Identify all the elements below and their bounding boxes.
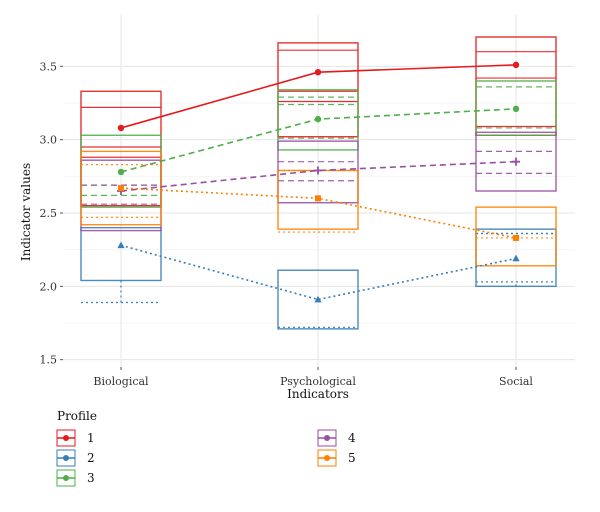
point-profile-4 — [314, 166, 322, 175]
x-axis-title: Indicators — [287, 387, 349, 401]
point-profile-3 — [512, 105, 520, 113]
point-profile-1 — [117, 124, 125, 132]
point-profile-5 — [513, 234, 519, 241]
y-tick-label: 3.0 — [40, 134, 58, 147]
legend-label: 2 — [87, 451, 95, 465]
y-tick-label: 3.5 — [40, 60, 58, 73]
point-profile-2 — [512, 254, 520, 262]
box-profile-5 — [80, 150, 162, 226]
legend-item-profile-5: 5 — [317, 449, 356, 467]
legend-label: 1 — [87, 431, 95, 445]
legend-key-point — [63, 435, 69, 441]
y-tick-label: 2.5 — [40, 207, 58, 220]
box-profile-2 — [277, 269, 359, 330]
legend-key-point — [324, 435, 330, 441]
box-profile-4 — [475, 131, 557, 192]
point-profile-1 — [512, 61, 520, 69]
point-profile-5 — [315, 195, 321, 202]
legend-label: 5 — [348, 451, 356, 465]
x-tick-label: Biological — [93, 375, 149, 388]
point-profile-5 — [118, 185, 124, 192]
x-tick-label: Psychological — [280, 375, 356, 388]
point-profile-4 — [512, 157, 520, 166]
legend-label: 4 — [348, 431, 356, 445]
legend-item-profile-2: 2 — [56, 449, 95, 467]
legend-key-point — [63, 475, 69, 481]
legend: Profile 1 2 3 4 5 — [56, 409, 356, 487]
legend-label: 3 — [87, 471, 95, 485]
box-profile-3 — [475, 80, 557, 136]
x-tick-label: Social — [499, 375, 533, 388]
y-tick-label: 1.5 — [40, 354, 58, 367]
y-tick-label: 2.0 — [40, 280, 58, 293]
legend-item-profile-3: 3 — [56, 469, 95, 487]
legend-title: Profile — [57, 409, 97, 423]
legend-item-profile-1: 1 — [56, 429, 95, 447]
legend-key-point — [63, 455, 69, 461]
point-profile-3 — [117, 168, 125, 176]
legend-key-point — [324, 455, 330, 461]
marker-layer — [117, 61, 520, 303]
series-line-profile-5 — [120, 187, 517, 239]
axis-layer: 1.5 2.0 2.5 3.0 3.5 Biological Psychological So… — [40, 60, 534, 388]
series-line-profile-4 — [120, 160, 517, 192]
box-profile-3 — [277, 89, 359, 151]
point-profile-1 — [314, 69, 322, 76]
point-profile-2 — [117, 241, 125, 249]
legend-item-profile-4: 4 — [317, 429, 356, 447]
y-axis-title: Indicator values — [19, 163, 33, 261]
point-profile-3 — [314, 115, 322, 123]
point-profile-2 — [314, 295, 322, 303]
box-profile-5 — [475, 206, 557, 267]
